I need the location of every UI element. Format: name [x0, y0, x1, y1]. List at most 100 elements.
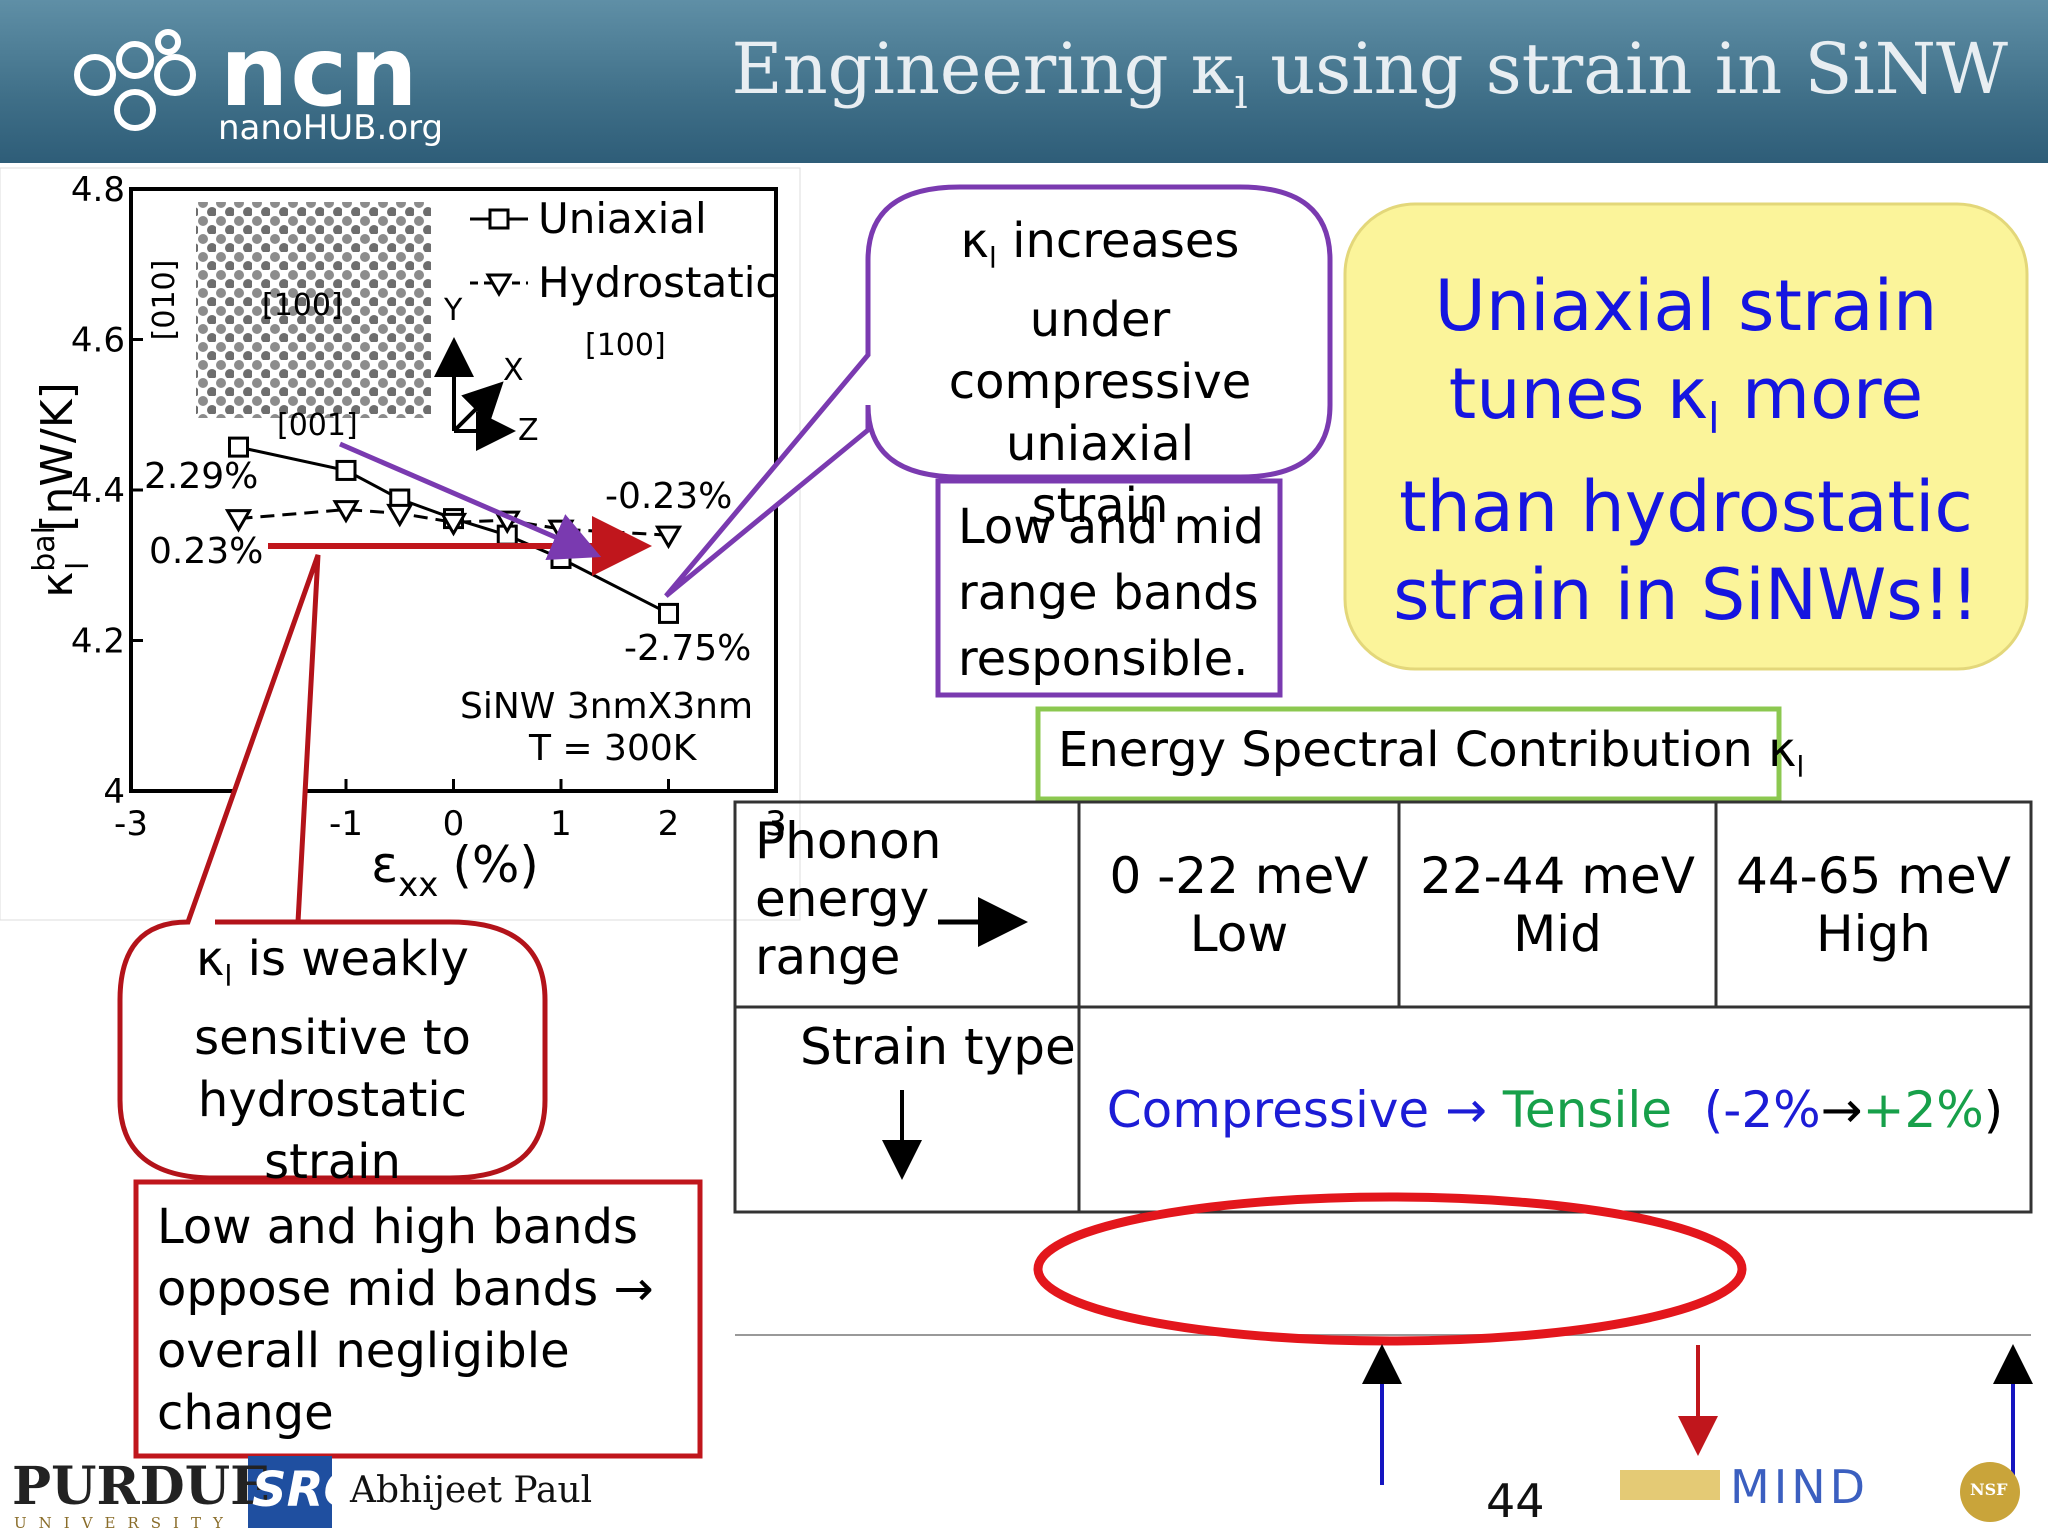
logo-mark	[74, 29, 196, 131]
annotation: 0.23%	[149, 531, 263, 572]
x-tick-label: 0	[443, 804, 465, 844]
symbol-sup: bal	[27, 526, 62, 572]
symbol-sub: l	[1796, 749, 1805, 784]
data-point	[439, 512, 468, 537]
legend-label: Uniaxial	[538, 194, 707, 243]
annotation: 2.29%	[144, 456, 258, 497]
text: increases under compressive uniaxial str…	[948, 213, 1252, 534]
table-cell: 0 -22 meV Low	[1109, 846, 1369, 963]
x-tick-label: 3	[765, 804, 787, 844]
legend-label: Hydrostatic	[538, 258, 778, 307]
university-sub: UNIVERSITY	[14, 1514, 235, 1532]
x-axis-label: εxx (%)	[371, 836, 539, 905]
strain-part: Tensile	[1502, 1080, 1704, 1139]
note-text: Low and high bands oppose mid bands → ov…	[157, 1199, 654, 1441]
y-tick-label: 4.4	[71, 471, 125, 511]
annotation: [001]	[277, 408, 358, 443]
table-caption: Energy Spectral Contribution κl	[1058, 722, 1804, 784]
table-cell: Strain type	[800, 1018, 1076, 1076]
partner-logo-band	[1620, 1470, 1720, 1500]
note-box	[935, 478, 1283, 698]
annotation: [010]	[147, 260, 182, 341]
seal-text: NSF	[1970, 1480, 2008, 1499]
unit: [nW/K]	[32, 382, 83, 531]
inset-axis	[452, 381, 504, 433]
lattice-inset	[196, 202, 431, 418]
text: Energy Spectral Contribution κ	[1058, 722, 1797, 778]
annotation: -0.23%	[605, 476, 732, 517]
y-tick-label: 4.2	[71, 622, 125, 662]
title-text: using strain in SiNW	[1247, 28, 2008, 110]
symbol: κ	[960, 213, 989, 269]
x-tick-label: -3	[114, 804, 148, 844]
symbol: κ	[32, 572, 83, 598]
data-point	[335, 459, 357, 481]
chart: 44.24.44.64.8-3-2-10123εxx(%)κball[nW/K]…	[27, 170, 787, 905]
callout-text: κl is weakly sensitive to hydrostatic st…	[150, 928, 515, 1193]
data-point	[228, 436, 249, 458]
strain-part: →	[1820, 1080, 1863, 1139]
text: Uniaxial strain tunes κ	[1434, 265, 1938, 435]
strain-part: (-2%	[1703, 1080, 1821, 1139]
text: is weakly sensitive to hydrostatic strai…	[194, 931, 471, 1190]
x-tick-label: -1	[329, 804, 363, 844]
summary-text: Uniaxial strain tunes κl more than hydro…	[1370, 262, 2002, 639]
data-point	[550, 547, 572, 569]
university-logo: PURDUE	[12, 1456, 270, 1517]
note-box	[133, 1179, 703, 1459]
annotation: Z	[518, 413, 539, 448]
annotation: [100]	[585, 328, 666, 363]
annotation-arrow	[339, 441, 602, 561]
x-tick-label: 2	[658, 804, 680, 844]
table-grid	[733, 800, 2033, 1214]
annotation: T = 300K	[528, 728, 698, 769]
y-tick-label: 4.6	[71, 321, 125, 361]
data-point	[332, 500, 360, 524]
annotation: -2.75%	[624, 628, 751, 669]
strain-part: )	[1983, 1080, 2004, 1139]
callout-bubble	[117, 554, 548, 1181]
callout-text: κl increases under compressive uniaxial …	[930, 210, 1270, 537]
data-point	[224, 509, 253, 533]
table-cell: 22-44 meV Mid	[1420, 846, 1695, 963]
table-cell: Compressive → Tensile (-2% → +2%)	[1079, 1007, 2031, 1212]
annotation: Y	[443, 293, 463, 328]
sponsor-logo	[248, 1456, 332, 1528]
author: Abhijeet Paul	[350, 1470, 593, 1511]
data-point	[658, 602, 679, 624]
data-point	[386, 503, 414, 528]
summary-box	[1343, 202, 2029, 671]
symbol-sub: l	[988, 240, 997, 275]
annotation: [100]	[262, 288, 343, 323]
strain-part: Compressive →	[1106, 1080, 1503, 1139]
title-sub: l	[1234, 69, 1248, 118]
highlight-ellipse	[1033, 1192, 1747, 1346]
callout-bubble	[664, 184, 1333, 598]
logo-sub: nanoHUB.org	[218, 108, 444, 148]
x-tick-label: 1	[550, 804, 572, 844]
data-point	[488, 208, 510, 230]
caption-box	[1035, 706, 1782, 802]
annotation: SiNW 3nmX3nm	[460, 686, 753, 727]
sponsor-text: SRC	[252, 1462, 359, 1518]
table-cell: 44-65 meV High	[1736, 846, 2011, 963]
seal	[1960, 1462, 2020, 1522]
note-text: Low and mid range bands responsible.	[958, 499, 1264, 687]
symbol: κ	[196, 931, 225, 987]
symbol-sub: l	[61, 562, 96, 570]
symbol-sub: xx	[398, 865, 438, 905]
data-point	[654, 525, 683, 550]
symbol-sub: l	[224, 958, 233, 993]
partner-logo: MIND	[1730, 1460, 1870, 1514]
symbol: ε	[371, 836, 398, 894]
y-axis-label: κball [nW/K]	[27, 382, 96, 597]
text: more than hydrostatic strain in SiNWs!!	[1393, 353, 1979, 636]
y-tick-label: 4.8	[71, 170, 125, 210]
data-point	[485, 273, 513, 297]
title-text: Engineering κ	[731, 28, 1235, 110]
page-number: 44	[1486, 1474, 1545, 1528]
strain-part: +2%	[1862, 1080, 1984, 1139]
logo: ncn	[220, 16, 420, 128]
